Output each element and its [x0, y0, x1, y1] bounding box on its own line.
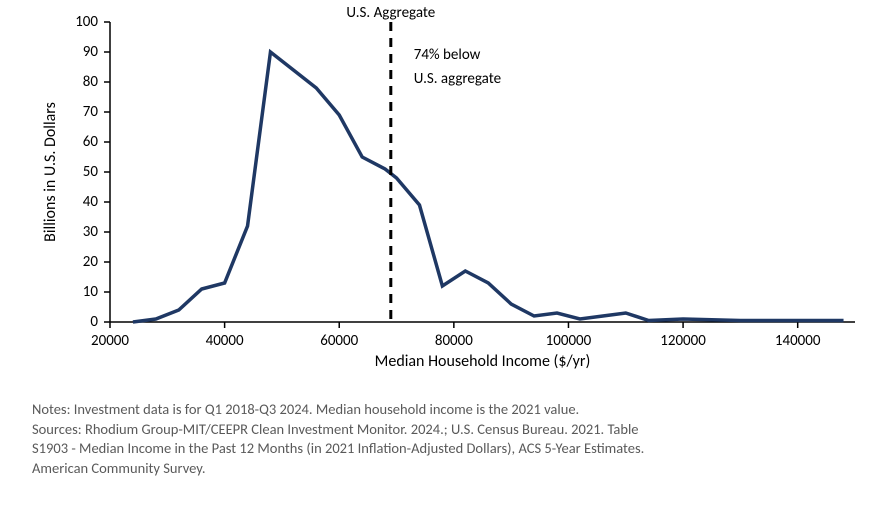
- y-tick-label: 80: [83, 73, 104, 91]
- y-axis-title: Billions in U.S. Dollars: [41, 102, 60, 242]
- y-tick-label: 10: [83, 283, 104, 301]
- y-tick-label: 90: [83, 43, 104, 61]
- y-tick-label: 50: [83, 163, 104, 181]
- x-tick-label: 120000: [660, 328, 706, 350]
- y-tick-label: 100: [75, 13, 104, 31]
- y-tick-label: 30: [83, 223, 104, 241]
- notes-line: S1903 - Median Income in the Past 12 Mon…: [32, 439, 862, 459]
- x-tick-label: 80000: [435, 328, 473, 350]
- annotation-line-1: 74% below: [414, 46, 481, 64]
- x-tick-label: 60000: [320, 328, 358, 350]
- y-tick-label: 20: [83, 253, 104, 271]
- annotation-line-2: U.S. aggregate: [414, 70, 501, 88]
- x-axis-title: Median Household Income ($/yr): [375, 352, 591, 371]
- y-tick-label: 70: [83, 103, 104, 121]
- chart-plot-area: [110, 22, 855, 322]
- x-tick-label: 100000: [546, 328, 592, 350]
- page-root: { "chart": { "type": "line", "plot": { "…: [0, 0, 889, 505]
- notes-line: Notes: Investment data is for Q1 2018-Q3…: [32, 400, 862, 420]
- chart-svg: [110, 22, 855, 322]
- x-tick-label: 40000: [206, 328, 244, 350]
- chart-notes: Notes: Investment data is for Q1 2018-Q3…: [32, 400, 862, 478]
- notes-line: American Community Survey.: [32, 459, 862, 479]
- y-tick-label: 40: [83, 193, 104, 211]
- x-tick-label: 20000: [91, 328, 129, 350]
- reference-line-label: U.S. Aggregate: [346, 4, 435, 22]
- y-tick-label: 0: [90, 313, 104, 331]
- x-tick-label: 140000: [775, 328, 821, 350]
- notes-line: Sources: Rhodium Group-MIT/CEEPR Clean I…: [32, 420, 862, 440]
- y-tick-label: 60: [83, 133, 104, 151]
